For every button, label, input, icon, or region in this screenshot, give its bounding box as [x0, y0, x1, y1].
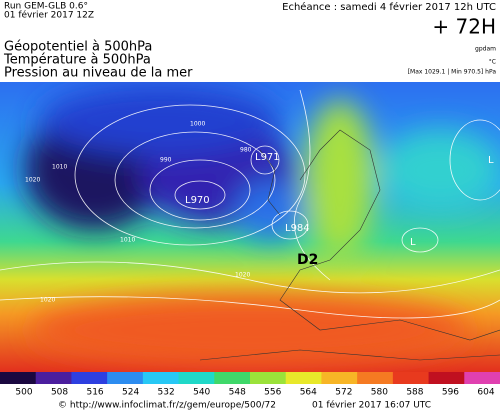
colorbar-tick-label: 564 — [300, 388, 317, 398]
colorbar: 500 508 516 524 532 540 548 556 564 572 580 588 596 6… — [0, 372, 500, 398]
run-date: 01 février 2017 12Z — [4, 10, 94, 21]
colorbar-tick-label: 540 — [193, 388, 210, 398]
timestamp: 01 février 2017 16:07 UTC — [312, 400, 431, 411]
colorbar-swatch — [464, 372, 500, 384]
unit: °C — [489, 59, 496, 66]
colorbar-swatch — [142, 372, 180, 384]
unit: [Max 1029.1 | Min 970.5] hPa — [408, 69, 497, 76]
colorbar-tick-label: 572 — [335, 388, 352, 398]
colorbar-tick-label: 580 — [371, 388, 388, 398]
colorbar-swatch — [357, 372, 394, 384]
colorbar-tick-label: 532 — [158, 388, 175, 398]
colorbar-tick-label: 588 — [406, 388, 423, 398]
isobar-label: 980 — [240, 147, 252, 154]
colorbar-tick-label: 516 — [86, 388, 103, 398]
field: Température à 500hPa — [3, 53, 151, 68]
low-label: L971 — [255, 152, 280, 163]
colorbar-swatch — [71, 372, 108, 384]
colorbar-swatch — [321, 372, 358, 384]
field: Pression au niveau de la mer — [4, 66, 193, 81]
colorbar-swatch — [107, 372, 144, 384]
low-label: L — [410, 237, 416, 248]
colorbar-tick-label: 508 — [51, 388, 68, 398]
isobar-label: 1010 — [120, 237, 135, 244]
colorbar-tick-label: 500 — [15, 388, 32, 398]
colorbar-tick-label: 596 — [442, 388, 459, 398]
forecast: Echéance : samedi 4 février 2017 12h UTC — [282, 1, 496, 13]
isobar-label: 1010 — [52, 164, 67, 171]
colorbar-swatch — [392, 372, 430, 384]
colorbar-tick-label: 604 — [477, 388, 494, 398]
isobar-label: 1020 — [40, 297, 55, 304]
colorbar-tick-label: 556 — [264, 388, 281, 398]
unit: gpdam — [475, 46, 496, 53]
colorbar-swatch — [250, 372, 287, 384]
map — [0, 82, 500, 372]
isobar-label: 1000 — [190, 121, 205, 128]
colorbar-swatch — [35, 372, 72, 384]
isobar-label: 1020 — [25, 177, 40, 184]
colorbar-swatch — [0, 372, 37, 384]
region-label: D2 — [297, 252, 318, 268]
colorbar-tick-label: 524 — [122, 388, 139, 398]
run: Run GEM-GLB 0.6° — [4, 2, 88, 12]
lows: L970 L971 L984 L L 1010 1000 990 980 1020 1020 1010… — [25, 121, 494, 304]
colorbar-swatch — [285, 372, 322, 384]
low-label: L970 — [185, 195, 210, 206]
lead-time: + 72H — [432, 15, 496, 39]
low-label: L984 — [285, 223, 310, 234]
colorbar-swatch — [214, 372, 251, 384]
isobar-label: 990 — [160, 157, 172, 164]
isobar-label: 1020 — [235, 272, 250, 279]
low-label: L — [488, 155, 494, 166]
colorbar-swatch — [178, 372, 215, 384]
credit: © http://www.infoclimat.fr/z/gem/europe/… — [58, 401, 276, 411]
colorbar-tick-label: 548 — [229, 388, 246, 398]
field: Géopotentiel à 500hPa — [4, 40, 152, 55]
colorbar-swatch — [428, 372, 465, 384]
